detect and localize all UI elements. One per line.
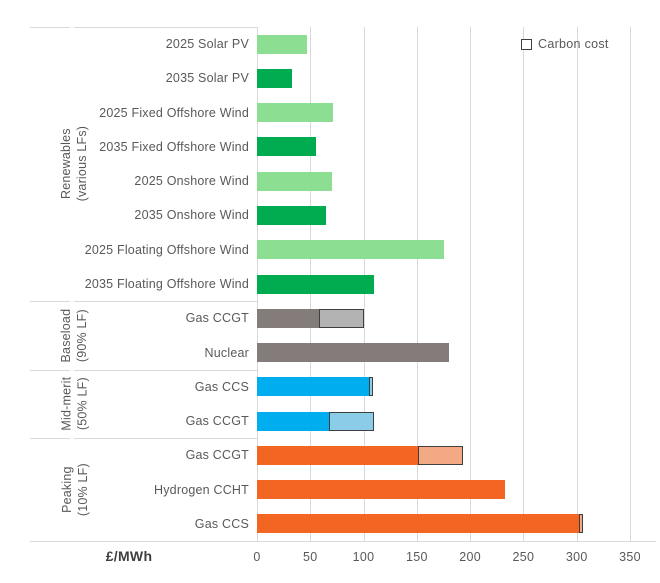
bar-segment-carbon-cost [318, 308, 364, 328]
category-label: Gas CCGT [185, 311, 249, 326]
x-tick-label: 100 [352, 550, 375, 564]
category-label: 2025 Solar PV [165, 37, 249, 52]
group-label-text: Mid-merit (50% LF) [59, 376, 90, 431]
legend: Carbon cost [521, 37, 609, 51]
group-label-text: Baseload (90% LF) [59, 308, 90, 363]
bar-segment-base [257, 343, 449, 363]
category-label: Hydrogen CCHT [154, 482, 249, 497]
group-label: Mid-merit (50% LF) [52, 370, 98, 439]
x-tick-label: 350 [619, 550, 641, 564]
bar-segment-base [257, 240, 444, 260]
x-axis-line [30, 541, 656, 542]
bar-segment-carbon-cost [329, 411, 375, 431]
bar-segment-base [257, 137, 316, 157]
group-separator-line [74, 438, 257, 440]
category-label: 2035 Solar PV [165, 71, 249, 86]
x-tick-label: 250 [512, 550, 535, 564]
bar-segment-carbon-cost [578, 514, 584, 534]
x-tick-label: 0 [253, 550, 261, 564]
group-label-text: Renewables (various LFs) [59, 126, 89, 202]
group-separator-line [74, 27, 257, 28]
bar-segment-base [257, 377, 369, 397]
bar-segment-carbon-cost [417, 445, 463, 465]
gridline [576, 27, 578, 541]
bar-segment-carbon-cost [368, 377, 374, 397]
category-label: Gas CCGT [185, 448, 249, 463]
gridline [523, 27, 525, 541]
x-tick-label: 150 [405, 550, 428, 564]
bar-segment-base [257, 205, 327, 225]
x-axis-title: £/MWh [105, 548, 153, 564]
carbon-cost-swatch-icon [521, 38, 532, 50]
group-separator-line [30, 301, 70, 303]
x-tick-label: 300 [565, 550, 588, 564]
bar-segment-base [257, 480, 506, 500]
group-separator-line [30, 27, 70, 28]
bar-segment-base [257, 411, 330, 431]
category-label: 2025 Fixed Offshore Wind [99, 105, 249, 120]
group-separator-line [30, 438, 70, 440]
group-label: Renewables (various LFs) [52, 27, 98, 301]
bar-segment-base [257, 445, 418, 465]
bar-segment-base [257, 274, 375, 294]
bar-segment-base [257, 34, 308, 54]
group-separator-line [74, 369, 257, 371]
category-label: 2035 Onshore Wind [134, 208, 249, 223]
group-label-text: Peaking (10% LF) [59, 463, 90, 517]
category-label: Nuclear [204, 345, 249, 360]
group-separator-line [30, 369, 70, 371]
bar-segment-base [257, 308, 319, 328]
bar-segment-base [257, 514, 579, 534]
gridline [630, 27, 631, 541]
x-tick-label: 50 [303, 550, 318, 564]
category-label: 2035 Floating Offshore Wind [84, 276, 249, 291]
gridline [470, 27, 472, 541]
category-label: Gas CCGT [185, 414, 249, 429]
legend-label: Carbon cost [538, 37, 609, 51]
group-label: Peaking (10% LF) [52, 438, 98, 541]
bar-segment-base [257, 103, 333, 123]
group-label: Baseload (90% LF) [52, 301, 98, 370]
category-label: 2025 Floating Offshore Wind [84, 242, 249, 257]
gridline [416, 27, 418, 541]
bar-segment-base [257, 171, 332, 191]
group-separator-line [74, 301, 257, 303]
category-label: 2035 Fixed Offshore Wind [99, 139, 249, 154]
category-label: Gas CCS [194, 516, 249, 531]
x-tick-label: 200 [459, 550, 482, 564]
category-label: 2025 Onshore Wind [134, 174, 249, 189]
bar-segment-base [257, 68, 293, 88]
category-label: Gas CCS [194, 379, 249, 394]
